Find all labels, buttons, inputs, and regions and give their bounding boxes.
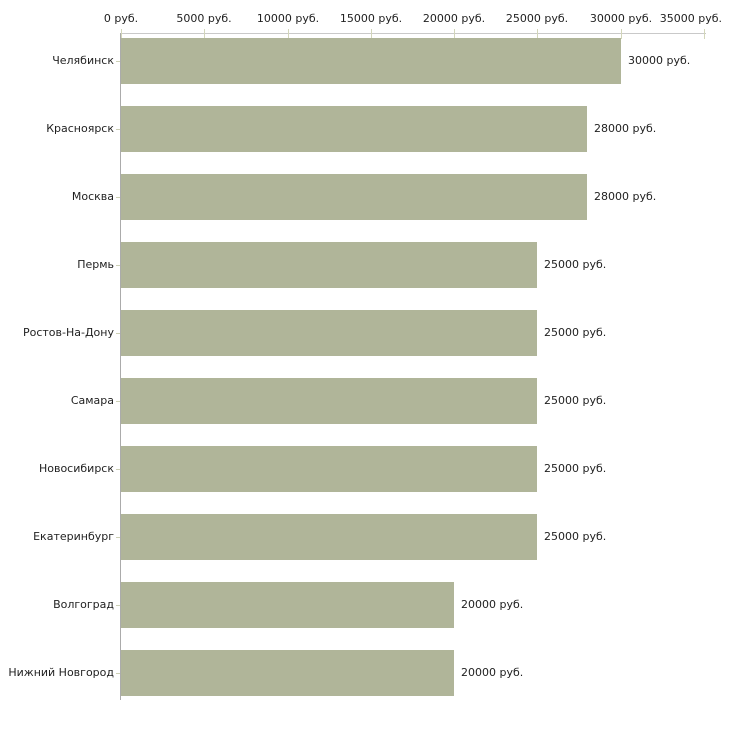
category-label: Новосибирск (38, 462, 114, 475)
category-tick-mark (116, 469, 120, 470)
bar (121, 582, 454, 628)
value-label: 25000 руб. (544, 326, 607, 339)
x-tick-label: 35000 руб. (659, 12, 722, 25)
category-label: Екатеринбург (33, 530, 114, 543)
category-tick-mark (116, 265, 120, 266)
category-label: Самара (70, 394, 114, 407)
x-tick-label: 5000 руб. (176, 12, 232, 25)
category-label: Волгоград (53, 598, 114, 611)
x-tick-mark (537, 29, 538, 39)
bar (121, 514, 537, 560)
category-label: Ростов-На-Дону (22, 326, 114, 339)
x-tick-mark (204, 29, 205, 39)
category-label: Челябинск (52, 54, 114, 67)
x-tick-mark (454, 29, 455, 39)
bar (121, 106, 587, 152)
value-label: 30000 руб. (628, 54, 691, 67)
category-tick-mark (116, 605, 120, 606)
category-tick-mark (116, 197, 120, 198)
x-tick-label: 25000 руб. (505, 12, 569, 25)
value-label: 25000 руб. (544, 258, 607, 271)
x-tick-label: 15000 руб. (339, 12, 403, 25)
y-axis-line (120, 33, 121, 700)
bar (121, 378, 537, 424)
value-label: 28000 руб. (594, 122, 657, 135)
category-tick-mark (116, 129, 120, 130)
value-label: 28000 руб. (594, 190, 657, 203)
x-tick-mark (704, 29, 705, 39)
x-tick-label: 30000 руб. (589, 12, 653, 25)
category-label: Пермь (77, 258, 114, 271)
x-tick-label: 0 руб. (103, 12, 139, 25)
x-tick-mark (621, 29, 622, 39)
category-label: Москва (71, 190, 114, 203)
x-tick-mark (288, 29, 289, 39)
value-label: 20000 руб. (461, 666, 524, 679)
bar (121, 446, 537, 492)
category-tick-mark (116, 537, 120, 538)
value-label: 25000 руб. (544, 462, 607, 475)
category-label: Нижний Новгород (8, 666, 114, 679)
category-tick-mark (116, 673, 120, 674)
bar (121, 38, 621, 84)
x-tick-label: 20000 руб. (422, 12, 486, 25)
value-label: 25000 руб. (544, 530, 607, 543)
value-label: 20000 руб. (461, 598, 524, 611)
bar (121, 310, 537, 356)
category-tick-mark (116, 401, 120, 402)
x-tick-mark (121, 29, 122, 39)
x-tick-label: 10000 руб. (256, 12, 320, 25)
category-tick-mark (116, 333, 120, 334)
bar (121, 650, 454, 696)
bar (121, 174, 587, 220)
x-tick-mark (371, 29, 372, 39)
value-label: 25000 руб. (544, 394, 607, 407)
category-label: Красноярск (46, 122, 114, 135)
bar (121, 242, 537, 288)
x-axis-line (120, 33, 706, 34)
category-tick-mark (116, 61, 120, 62)
